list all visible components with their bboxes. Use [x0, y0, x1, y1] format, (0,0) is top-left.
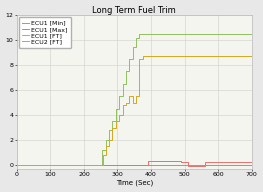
Title: Long Term Fuel Trim: Long Term Fuel Trim [92, 6, 176, 15]
X-axis label: Time (Sec): Time (Sec) [116, 180, 153, 186]
Legend: ECU1 [Min], ECU1 [Max], ECU1 [FT], ECU2 [FT]: ECU1 [Min], ECU1 [Max], ECU1 [FT], ECU2 … [19, 17, 71, 48]
